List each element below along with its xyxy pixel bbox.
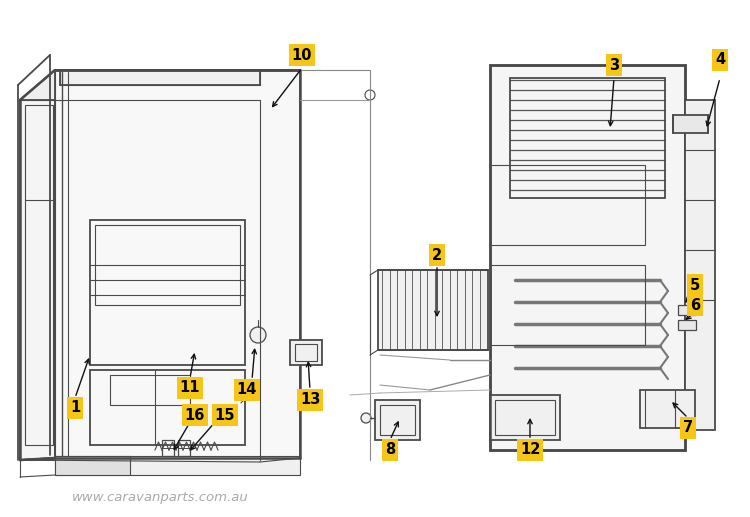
- Polygon shape: [378, 270, 488, 350]
- Text: 14: 14: [237, 383, 257, 398]
- Polygon shape: [60, 70, 260, 85]
- Polygon shape: [20, 70, 300, 100]
- Text: 10: 10: [292, 48, 312, 63]
- Text: 12: 12: [520, 443, 540, 458]
- Bar: [685, 100, 715, 430]
- Polygon shape: [20, 458, 300, 460]
- Text: 15: 15: [214, 407, 236, 422]
- Polygon shape: [55, 70, 300, 458]
- Bar: [678, 305, 696, 315]
- Polygon shape: [20, 70, 55, 460]
- Bar: [495, 400, 555, 435]
- Text: 4: 4: [715, 53, 725, 68]
- Bar: [295, 344, 317, 361]
- Polygon shape: [490, 65, 685, 450]
- Bar: [290, 340, 322, 365]
- Polygon shape: [490, 395, 560, 440]
- Bar: [640, 390, 695, 428]
- Polygon shape: [375, 400, 420, 440]
- Bar: [162, 440, 174, 456]
- Text: 1: 1: [70, 401, 80, 416]
- Polygon shape: [55, 456, 300, 475]
- Polygon shape: [55, 456, 130, 475]
- Text: 7: 7: [683, 420, 693, 435]
- Text: 5: 5: [690, 278, 700, 293]
- Text: 6: 6: [690, 297, 700, 312]
- Bar: [90, 370, 245, 445]
- Bar: [90, 220, 245, 365]
- Bar: [380, 405, 415, 435]
- Bar: [95, 225, 240, 305]
- Bar: [178, 440, 190, 456]
- Bar: [673, 115, 708, 133]
- Circle shape: [250, 327, 266, 343]
- Bar: [490, 265, 645, 345]
- Bar: [678, 320, 696, 330]
- Text: 13: 13: [300, 392, 320, 407]
- Bar: [490, 165, 645, 245]
- Bar: [510, 78, 665, 198]
- Text: 2: 2: [432, 248, 442, 263]
- Text: www.caravanparts.com.au: www.caravanparts.com.au: [72, 491, 248, 504]
- Text: 16: 16: [184, 407, 206, 422]
- Circle shape: [361, 413, 371, 423]
- Text: 8: 8: [385, 443, 395, 458]
- Text: 11: 11: [180, 381, 200, 396]
- Bar: [110, 375, 190, 405]
- Text: 3: 3: [609, 57, 619, 72]
- Bar: [25, 105, 53, 445]
